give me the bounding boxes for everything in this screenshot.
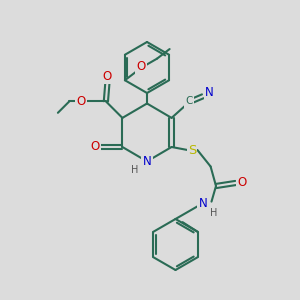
Text: O: O — [103, 70, 112, 83]
Text: N: N — [199, 196, 208, 210]
Text: O: O — [90, 140, 99, 154]
Text: N: N — [142, 155, 152, 168]
Text: C: C — [185, 96, 192, 106]
Text: S: S — [188, 143, 196, 157]
Text: O: O — [77, 95, 86, 108]
Text: H: H — [210, 208, 218, 218]
Text: O: O — [137, 60, 146, 73]
Text: N: N — [205, 86, 214, 99]
Text: H: H — [131, 165, 138, 176]
Text: O: O — [238, 176, 247, 190]
